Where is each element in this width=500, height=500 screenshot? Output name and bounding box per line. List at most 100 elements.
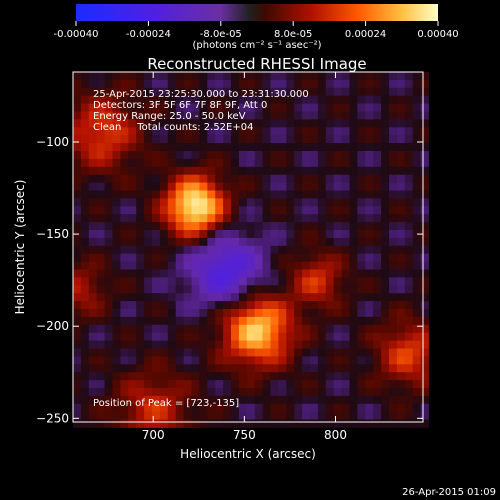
heatmap-cell (365, 403, 374, 413)
heatmap-cell (199, 127, 208, 136)
heatmap-cell (412, 277, 421, 286)
heatmap-cell (120, 237, 129, 247)
heatmap-cell (404, 301, 414, 310)
heatmap-cell (310, 372, 319, 381)
heatmap-cell (381, 190, 390, 199)
heatmap-cell (144, 395, 153, 405)
heatmap-cell (199, 119, 208, 128)
heatmap-cell (120, 111, 129, 120)
heatmap-cell (144, 277, 153, 286)
heatmap-cell (420, 253, 429, 262)
heatmap-cell (88, 332, 98, 341)
heatmap-cell (223, 127, 232, 136)
heatmap-cell (159, 230, 169, 239)
heatmap-cell (246, 222, 256, 231)
heatmap-cell (120, 182, 129, 191)
heatmap-cell (270, 87, 279, 97)
heatmap-cell (333, 237, 342, 247)
heatmap-cell (310, 403, 319, 413)
heatmap-cell (104, 348, 113, 357)
heatmap-cell (112, 190, 121, 199)
heatmap-cell (167, 301, 177, 310)
heatmap-cell (310, 198, 319, 207)
heatmap-cell (302, 293, 311, 302)
heatmap-cell (120, 403, 129, 413)
heatmap-cell (389, 348, 398, 357)
heatmap-cell (128, 340, 137, 349)
heatmap-cell (310, 127, 319, 136)
heatmap-cell (381, 222, 390, 231)
heatmap-cell (365, 388, 374, 397)
heatmap-cell (128, 356, 137, 365)
heatmap-cell (231, 222, 240, 231)
heatmap-cell (294, 206, 303, 215)
heatmap-cell (302, 95, 311, 104)
heatmap-cell (104, 79, 113, 89)
heatmap-cell (120, 411, 129, 420)
heatmap-cell (278, 253, 287, 262)
heatmap-cell (183, 372, 192, 381)
heatmap-cell (215, 151, 224, 160)
heatmap-cell (144, 95, 153, 104)
heatmap-cell (104, 372, 113, 381)
heatmap-cell (175, 293, 184, 302)
heatmap-cell (302, 135, 311, 144)
heatmap-cell (420, 111, 429, 120)
heatmap-cell (88, 95, 98, 104)
heatmap-cell (412, 245, 421, 255)
heatmap-cell (104, 151, 113, 160)
heatmap-cell (231, 245, 240, 255)
heatmap-cell (286, 372, 295, 381)
heatmap-cell (317, 301, 327, 310)
heatmap-cell (104, 245, 113, 255)
heatmap-cell (104, 87, 113, 97)
heatmap-cell (412, 111, 421, 120)
heatmap-cell (112, 403, 121, 413)
heatmap-cell (294, 158, 303, 168)
heatmap-cell (128, 87, 137, 97)
heatmap-cell (183, 269, 192, 278)
heatmap-cell (128, 72, 137, 81)
heatmap-cell (104, 206, 113, 215)
heatmap-cell (404, 261, 414, 270)
heatmap-cell (231, 411, 240, 420)
heatmap-cell (207, 253, 216, 262)
heatmap-cell (254, 348, 263, 357)
heatmap-cell (420, 419, 429, 428)
heatmap-cell (207, 380, 216, 389)
heatmap-cell (404, 293, 414, 302)
heatmap-cell (231, 230, 240, 239)
heatmap-cell (175, 174, 184, 183)
heatmap-cell (223, 348, 232, 357)
heatmap-cell (278, 403, 287, 413)
heatmap-cell (112, 395, 121, 405)
heatmap-cell (96, 190, 105, 199)
heatmap-cell (317, 340, 327, 349)
heatmap-cell (357, 372, 366, 381)
heatmap-cell (159, 158, 169, 168)
heatmap-cell (88, 230, 98, 239)
heatmap-cell (294, 301, 303, 310)
heatmap-cell (357, 230, 366, 239)
heatmap-cell (238, 269, 248, 278)
heatmap-cell (310, 332, 319, 341)
heatmap-cell (254, 79, 263, 89)
heatmap-cell (373, 309, 382, 318)
heatmap-cell (420, 388, 429, 397)
heatmap-cell (286, 380, 295, 389)
heatmap-cell (96, 419, 105, 428)
heatmap-cell (389, 364, 398, 373)
heatmap-cell (112, 348, 121, 357)
heatmap-cell (286, 206, 295, 215)
heatmap-cell (278, 364, 287, 373)
heatmap-cell (381, 103, 390, 112)
heatmap-cell (373, 230, 382, 239)
heatmap-cell (420, 119, 429, 128)
heatmap-cell (286, 143, 295, 152)
heatmap-cell (238, 127, 248, 136)
heatmap-cell (183, 151, 192, 160)
heatmap-cell (278, 158, 287, 168)
heatmap-cell (231, 301, 240, 310)
heatmap-cell (73, 395, 82, 405)
heatmap-cell (207, 403, 216, 413)
